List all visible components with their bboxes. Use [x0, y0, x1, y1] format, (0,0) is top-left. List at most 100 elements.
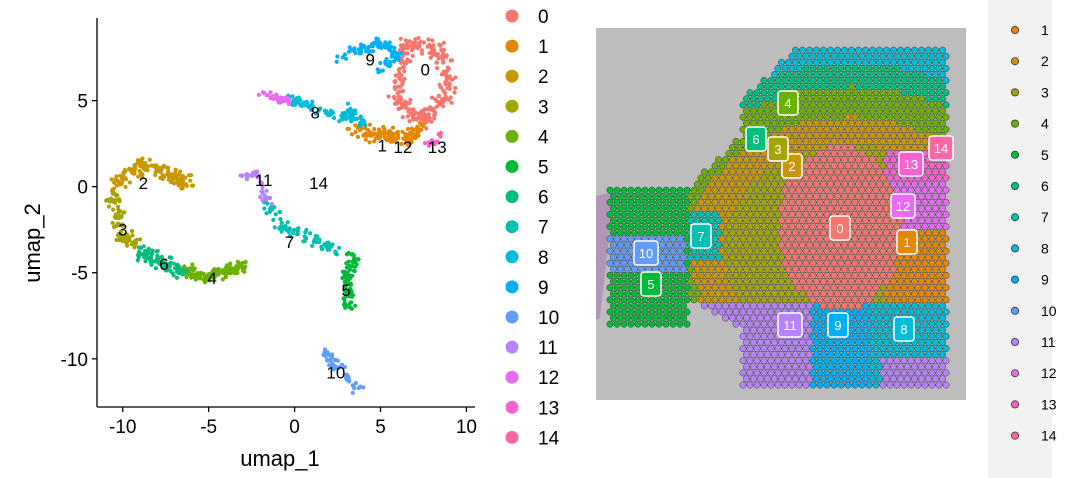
spot [746, 308, 754, 316]
umap-point [344, 261, 349, 266]
spot [932, 180, 939, 188]
umap-point [329, 111, 334, 117]
umap-point [453, 75, 458, 80]
spot [823, 345, 831, 352]
spot [781, 247, 789, 255]
umap-point [210, 270, 215, 275]
spot [893, 101, 901, 109]
spot [746, 89, 754, 97]
spot [883, 71, 890, 78]
spot [718, 211, 726, 218]
spot [858, 381, 866, 389]
spot [869, 156, 876, 164]
spot [823, 357, 831, 365]
spot [932, 290, 939, 298]
spatial-legend-label: 6 [1041, 178, 1049, 194]
umap-point [132, 163, 137, 168]
spot [704, 186, 712, 194]
spot [897, 375, 904, 383]
spot [858, 162, 866, 170]
spot [848, 192, 855, 200]
spot [617, 192, 624, 200]
spot [816, 259, 824, 267]
spot [774, 77, 782, 84]
spot [834, 363, 841, 371]
spot [911, 107, 918, 115]
umap-point [155, 253, 160, 258]
spot [750, 375, 757, 383]
spot [918, 302, 925, 310]
spot [806, 71, 813, 78]
spot [757, 290, 764, 298]
spot [855, 119, 862, 127]
spot [785, 119, 792, 127]
umap-point [240, 260, 245, 266]
spot [669, 211, 677, 218]
spot [837, 198, 845, 206]
umap-point [443, 80, 448, 85]
spot [634, 271, 642, 279]
spot [872, 64, 880, 72]
spatial-legend-key [1011, 57, 1020, 66]
spot [809, 77, 817, 84]
spot [792, 241, 799, 249]
spot [750, 363, 757, 371]
spot [683, 284, 691, 292]
spot [841, 46, 848, 54]
spot [942, 259, 950, 267]
spot [900, 113, 908, 121]
spot [883, 302, 890, 310]
spot [827, 265, 834, 273]
spot [743, 290, 750, 298]
spot [890, 107, 897, 115]
spot [893, 125, 901, 133]
spot [620, 271, 628, 279]
spot [876, 131, 883, 139]
spot [897, 290, 904, 298]
spot [879, 77, 887, 84]
spot [893, 77, 901, 84]
umap-point [342, 288, 347, 294]
spot [739, 198, 747, 206]
spot [746, 113, 754, 121]
spot [799, 229, 806, 237]
spot [809, 101, 817, 109]
spot [652, 302, 659, 310]
spot [876, 290, 883, 298]
region-label-box [827, 312, 849, 338]
umap-point [293, 97, 298, 102]
spot [683, 186, 691, 194]
umap-point [391, 59, 397, 64]
legend-key-dot [505, 69, 519, 83]
spot [925, 278, 932, 285]
spot [897, 107, 904, 115]
spot [750, 241, 757, 249]
spot [869, 192, 876, 200]
umap-point [441, 40, 446, 45]
umap-point [191, 274, 196, 279]
spot [613, 284, 621, 292]
spot [743, 95, 750, 103]
spot [771, 217, 778, 225]
spot [771, 107, 778, 115]
umap-point [436, 132, 441, 137]
spot [851, 271, 859, 279]
spot [746, 174, 754, 182]
spot [767, 77, 775, 84]
umap-point [452, 90, 457, 95]
region-label-box [896, 229, 918, 255]
umap-point [346, 49, 352, 54]
spot [732, 137, 740, 145]
spot [760, 223, 768, 231]
spot [848, 338, 855, 346]
spot [851, 150, 859, 158]
spot [757, 253, 764, 261]
spot [732, 284, 740, 292]
umap-point [378, 41, 383, 47]
spot [858, 101, 866, 109]
umap-point [353, 130, 358, 135]
spot [750, 107, 757, 115]
spot [820, 229, 827, 237]
spot [942, 162, 950, 170]
spot [802, 235, 810, 243]
